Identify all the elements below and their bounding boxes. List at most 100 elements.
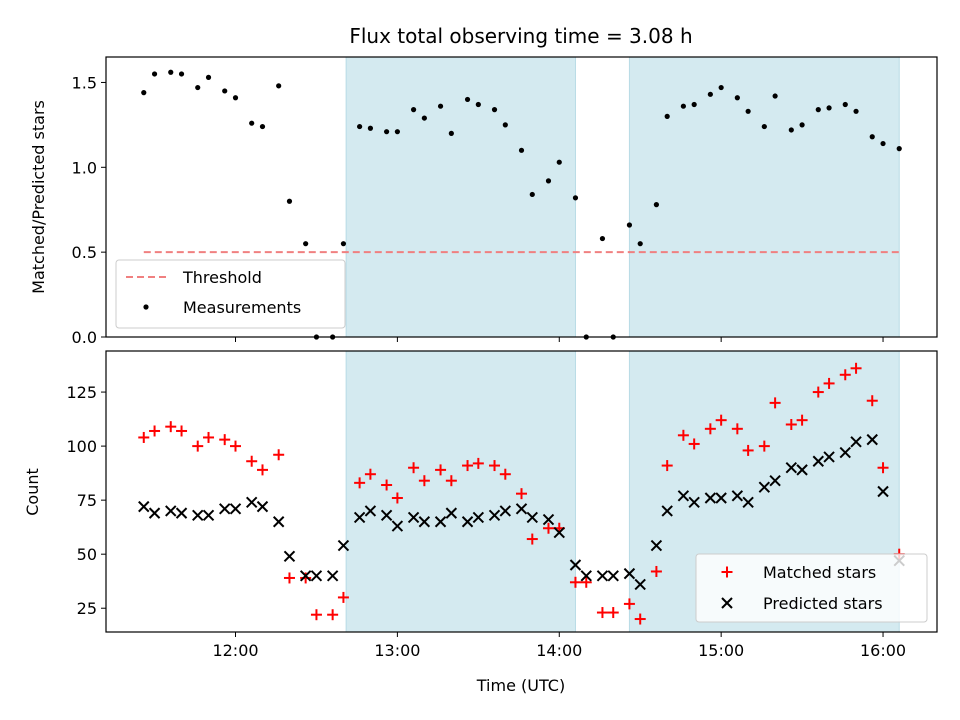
top-legend: Threshold Measurements bbox=[115, 259, 346, 329]
predicted-star-marker bbox=[418, 516, 431, 528]
measurement-point bbox=[205, 74, 212, 80]
matched-star-marker bbox=[462, 460, 474, 472]
measurement-point bbox=[745, 108, 751, 114]
matched-stars-series bbox=[138, 362, 905, 625]
measurement-point bbox=[367, 125, 374, 131]
measurement-point bbox=[178, 71, 185, 77]
matched-star-marker bbox=[391, 492, 403, 504]
measurement-point bbox=[653, 202, 660, 208]
measurement-point bbox=[815, 107, 821, 113]
matched-star-marker bbox=[731, 423, 743, 435]
measurement-point bbox=[259, 123, 266, 130]
predicted-star-marker bbox=[839, 446, 851, 459]
predicted-star-marker bbox=[202, 509, 215, 521]
measurement-point bbox=[303, 241, 309, 247]
matched-star-marker bbox=[516, 488, 527, 500]
measurement-point bbox=[141, 90, 147, 96]
bottom-legend: Matched stars Predicted stars bbox=[695, 553, 928, 623]
measurement-point bbox=[869, 134, 875, 140]
matched-star-marker bbox=[203, 431, 215, 443]
predicted-star-marker bbox=[607, 570, 619, 582]
bottom-y-tick-label: 50 bbox=[77, 545, 97, 564]
matched-star-marker bbox=[165, 421, 177, 433]
measurement-point bbox=[475, 101, 481, 108]
measurement-point bbox=[637, 241, 643, 247]
top-shaded-intervals bbox=[345, 56, 900, 338]
predicted-stars-series bbox=[138, 433, 905, 591]
matched-star-marker bbox=[219, 434, 231, 446]
top-shaded-interval bbox=[345, 56, 576, 338]
predicted-star-marker bbox=[445, 507, 458, 519]
measurement-point bbox=[826, 105, 832, 111]
matched-star-marker bbox=[499, 468, 511, 480]
matched-star-marker bbox=[677, 429, 689, 441]
legend-matched-swatch bbox=[721, 566, 733, 578]
matched-star-marker bbox=[623, 598, 635, 610]
measurement-point bbox=[788, 127, 794, 133]
matched-star-marker bbox=[607, 607, 619, 619]
measurement-point bbox=[195, 84, 201, 91]
predicted-star-marker bbox=[758, 481, 771, 493]
predicted-star-marker bbox=[256, 500, 269, 513]
measurement-point bbox=[545, 178, 552, 184]
bottom-legend-box bbox=[695, 553, 928, 623]
matched-star-marker bbox=[715, 414, 727, 426]
matched-star-marker bbox=[489, 460, 501, 472]
predicted-star-marker bbox=[380, 509, 393, 521]
measurement-point bbox=[842, 101, 848, 108]
matched-star-marker bbox=[337, 591, 349, 603]
measurement-point bbox=[691, 101, 697, 108]
measurement-point bbox=[383, 129, 390, 135]
predicted-star-marker bbox=[299, 570, 312, 582]
predicted-star-marker bbox=[634, 578, 646, 591]
measurement-point bbox=[718, 84, 724, 91]
measurement-point bbox=[286, 198, 293, 204]
measurement-point bbox=[464, 96, 471, 103]
top-y-tick-label: 0.0 bbox=[72, 328, 97, 347]
matched-star-marker bbox=[435, 464, 447, 476]
measurement-point bbox=[357, 123, 363, 130]
predicted-star-marker bbox=[515, 503, 528, 515]
predicted-star-marker bbox=[866, 433, 878, 446]
measurement-point bbox=[707, 91, 713, 97]
bottom-panel: 25 50 75 100 125 12:00 13:00 14:00 15:00 16:00 C… bbox=[23, 350, 938, 695]
top-chart-title: Flux total observing time = 3.08 h bbox=[349, 24, 692, 48]
bottom-x-tick-label: 13:00 bbox=[374, 641, 420, 660]
legend-measurements-label: Measurements bbox=[183, 298, 301, 317]
measurement-point bbox=[529, 191, 535, 198]
matched-star-marker bbox=[230, 440, 242, 452]
predicted-star-marker bbox=[742, 496, 754, 509]
predicted-star-marker bbox=[688, 496, 700, 509]
matched-star-marker bbox=[192, 440, 204, 452]
matched-star-marker bbox=[327, 609, 339, 621]
measurement-point bbox=[340, 241, 347, 247]
bottom-y-tick-label: 75 bbox=[77, 491, 97, 510]
matched-star-marker bbox=[176, 425, 188, 437]
predicted-star-marker bbox=[769, 474, 781, 487]
predicted-star-marker bbox=[623, 567, 636, 580]
top-panel: 0.0 0.5 1.0 1.5 Matched/Predicted stars Thr… bbox=[29, 56, 938, 347]
measurement-point bbox=[853, 108, 859, 114]
top-legend-box bbox=[115, 259, 346, 329]
bottom-plot-frame bbox=[105, 350, 938, 633]
legend-predicted-label: Predicted stars bbox=[763, 594, 883, 613]
predicted-star-marker bbox=[499, 505, 512, 517]
measurement-point bbox=[664, 113, 670, 119]
predicted-star-marker bbox=[877, 485, 889, 498]
matched-star-marker bbox=[472, 457, 484, 469]
predicted-star-marker bbox=[796, 464, 808, 476]
predicted-star-marker bbox=[553, 526, 565, 539]
matched-star-marker bbox=[661, 460, 673, 472]
matched-star-marker bbox=[542, 522, 554, 534]
measurement-point bbox=[151, 71, 158, 77]
predicted-star-marker bbox=[175, 507, 188, 519]
matched-star-marker bbox=[381, 479, 393, 491]
matched-star-marker bbox=[785, 418, 797, 430]
top-y-tick-label: 1.0 bbox=[72, 158, 97, 177]
top-shaded-interval bbox=[628, 56, 900, 338]
matched-star-marker bbox=[364, 468, 376, 480]
measurement-point bbox=[394, 129, 400, 135]
matched-star-marker bbox=[850, 362, 862, 374]
bottom-y-axis-label: Count bbox=[23, 468, 42, 516]
